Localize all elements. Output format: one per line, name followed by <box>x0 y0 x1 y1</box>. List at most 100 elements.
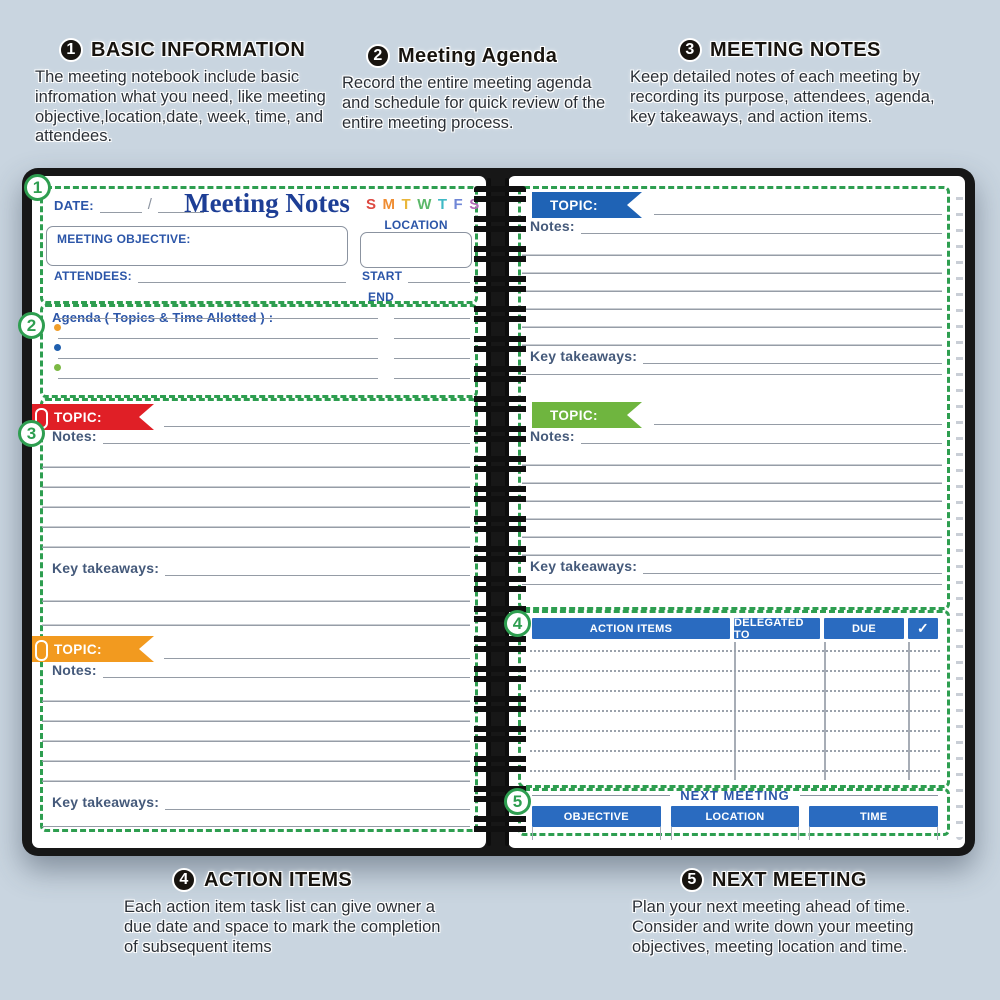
table-row <box>530 770 940 772</box>
spiral-rings <box>474 186 526 838</box>
number-4-icon: 4 <box>172 868 196 892</box>
takeaways-row: Key takeaways: <box>52 560 470 576</box>
notes-label: Notes: <box>530 428 575 444</box>
meeting-objective-label: MEETING OBJECTIVE: <box>57 232 191 246</box>
notes-row: Notes: <box>52 428 470 444</box>
bullet-icon <box>54 364 61 371</box>
agenda-time-line <box>394 378 470 379</box>
notes-label: Notes: <box>530 218 575 234</box>
location-label: LOCATION <box>384 218 448 232</box>
annotation-heading: 5 NEXT MEETING <box>680 868 972 892</box>
right-page: TOPIC: Notes: Key takeaways: TOPIC: Note… <box>508 176 965 848</box>
takeaways-row: Key takeaways: <box>530 558 942 574</box>
topic-label: TOPIC: <box>54 409 102 425</box>
table-row <box>530 730 940 732</box>
week-letter: F <box>453 196 463 213</box>
bullet-icon <box>54 324 61 331</box>
location-header: LOCATION <box>670 806 800 827</box>
callout-badge-5: 5 <box>504 788 531 815</box>
annotation-body: Record the entire meeting agenda and sch… <box>342 74 606 132</box>
topic-line <box>164 658 470 659</box>
agenda-line <box>58 318 378 319</box>
takeaways-label: Key takeaways: <box>530 558 638 574</box>
takeaways-label: Key takeaways: <box>52 794 160 810</box>
left-page: DATE: / Meeting Notes S M T W T F S MEET… <box>32 176 486 848</box>
start-row: START <box>362 268 470 283</box>
topic-ribbon-blue: TOPIC: <box>532 192 642 218</box>
week-letter: S <box>366 196 377 213</box>
annotation-title: Meeting Agenda <box>398 44 558 67</box>
ruled-line <box>42 826 470 827</box>
title-rule <box>799 795 939 796</box>
action-items-header: ACTION ITEMS <box>532 618 730 639</box>
takeaways-row: Key takeaways: <box>52 794 470 810</box>
agenda-line <box>58 338 378 339</box>
attendees-row: ATTENDEES: <box>54 268 346 283</box>
annotation-title: ACTION ITEMS <box>204 868 353 891</box>
annotation-body: Plan your next meeting ahead of time. Co… <box>632 898 914 956</box>
annotation-title: NEXT MEETING <box>712 868 867 891</box>
notes-line <box>102 662 470 678</box>
callout-badge-3: 3 <box>18 420 45 447</box>
table-row <box>530 670 940 672</box>
annotation-heading: 1 BASIC INFORMATION <box>59 38 335 62</box>
annotation-body: Each action item task list can give owne… <box>124 898 441 956</box>
cell-ticks <box>670 827 800 840</box>
notes-row: Notes: <box>530 428 942 444</box>
delegated-to-header: DELEGATED TO <box>734 617 820 641</box>
time-header: TIME <box>809 806 939 827</box>
notes-line <box>580 218 942 234</box>
ruled-lines <box>42 578 470 628</box>
next-meeting-headers: OBJECTIVE LOCATION TIME <box>532 806 939 840</box>
attendees-line <box>137 268 346 283</box>
notebook: DATE: / Meeting Notes S M T W T F S MEET… <box>22 168 975 856</box>
topic-ribbon-green: TOPIC: <box>532 402 642 428</box>
attendees-label: ATTENDEES: <box>54 269 132 283</box>
time-cell: TIME <box>809 806 939 840</box>
title-rule <box>532 795 671 796</box>
annotation-title: MEETING NOTES <box>710 38 881 61</box>
ruled-lines <box>42 682 470 782</box>
topic-label: TOPIC: <box>550 407 598 423</box>
annotation-title: BASIC INFORMATION <box>91 38 306 61</box>
annotation-basic-information: 1 BASIC INFORMATION The meeting notebook… <box>35 38 335 147</box>
end-label: END <box>368 290 394 304</box>
topic-ribbon-red: TOPIC: <box>32 404 154 430</box>
annotation-body: Keep detailed notes of each meeting by r… <box>630 68 935 126</box>
takeaways-line <box>165 560 470 576</box>
topic-line <box>164 426 470 427</box>
annotation-next-meeting: 5 NEXT MEETING Plan your next meeting ah… <box>632 868 972 957</box>
agenda-time-line <box>394 318 470 319</box>
callout-badge-4: 4 <box>504 610 531 637</box>
cell-ticks <box>532 827 661 840</box>
topic-label: TOPIC: <box>54 641 102 657</box>
cell-ticks <box>809 827 939 840</box>
ruled-lines <box>522 448 942 556</box>
next-meeting-title-row: NEXT MEETING <box>532 788 939 803</box>
check-header: ✓ <box>908 618 938 639</box>
week-letter: T <box>401 196 411 213</box>
week-letters: S M T W T F S <box>366 196 479 213</box>
callout-badge-1: 1 <box>24 174 51 201</box>
number-5-icon: 5 <box>680 868 704 892</box>
topic-ribbon-orange: TOPIC: <box>32 636 154 662</box>
agenda-label: Agenda ( Topics & Time Allotted ) : <box>52 310 274 325</box>
table-row <box>530 710 940 712</box>
notes-label: Notes: <box>52 662 97 678</box>
number-3-icon: 3 <box>678 38 702 62</box>
agenda-time-line <box>394 338 470 339</box>
location-cell: LOCATION <box>670 806 800 840</box>
agenda-line <box>58 378 378 379</box>
takeaways-row: Key takeaways: <box>530 348 942 364</box>
takeaways-label: Key takeaways: <box>52 560 160 576</box>
meeting-objective-box: MEETING OBJECTIVE: <box>46 226 348 266</box>
ruled-lines <box>42 448 470 548</box>
notes-row: Notes: <box>530 218 942 234</box>
date-line <box>157 198 204 213</box>
annotation-heading: 2 Meeting Agenda <box>366 44 620 68</box>
annotation-meeting-agenda: 2 Meeting Agenda Record the entire meeti… <box>342 44 620 133</box>
table-row <box>530 750 940 752</box>
week-letter: W <box>417 196 432 213</box>
notes-label: Notes: <box>52 428 97 444</box>
